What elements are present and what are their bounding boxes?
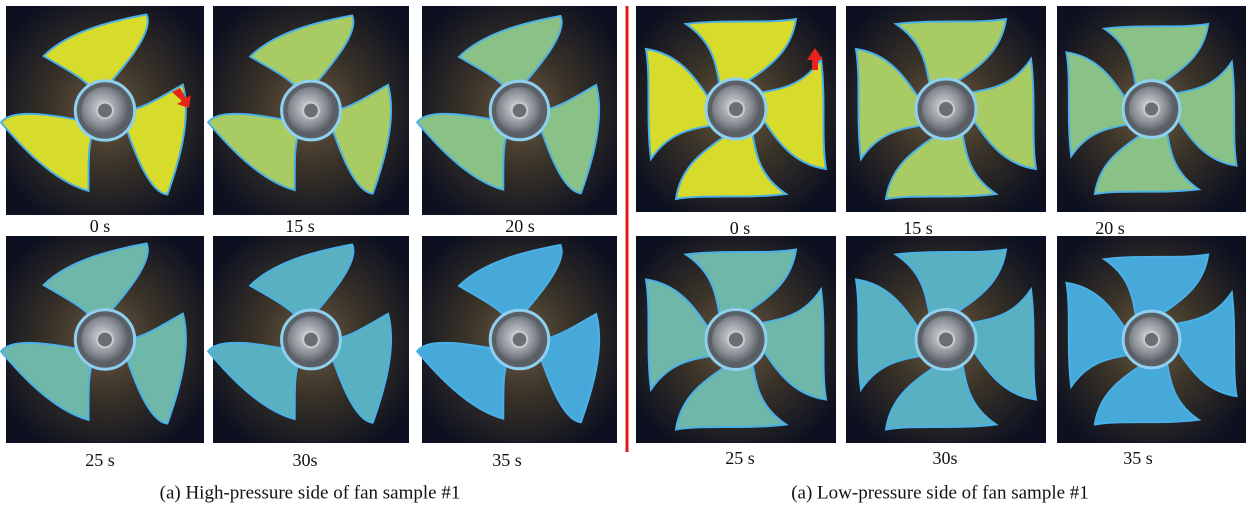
fan-photo [416,236,631,443]
time-label: 35 s [492,450,522,470]
panel-caption: (a) High-pressure side of fan sample #1 [160,482,461,503]
fan-hub-center [728,332,744,348]
fan-hub-center [303,332,319,348]
fan-photo [0,236,218,443]
time-label: 20 s [505,216,535,236]
fan-hub-center [728,101,744,117]
time-label: 30s [292,450,317,470]
fan-hub-center [938,332,954,348]
time-label: 20 s [1095,218,1125,238]
fan-photo [846,6,1046,212]
fan-photo [0,6,218,215]
fan-photo [636,6,836,212]
fan-photo [207,236,423,443]
fan-hub-center [512,332,528,348]
time-label: 30s [932,448,957,468]
fan-photo [1057,6,1246,212]
fan-hub-center [303,103,319,119]
time-label: 25 s [725,448,755,468]
fan-hub-center [512,103,528,119]
time-label: 0 s [730,218,751,238]
fan-hub-center [97,332,113,348]
time-label: 0 s [90,216,111,236]
fan-photo [846,236,1046,443]
fan-photo [1057,236,1246,443]
time-label: 15 s [903,218,933,238]
panel-caption: (a) Low-pressure side of fan sample #1 [791,482,1089,503]
figure: 0 s 15 s 20 s 25 s 30s 35 s (a) High-pressure … [0,0,1250,507]
fan-hub-center [1144,332,1159,347]
fan-photo [207,6,423,215]
time-label: 15 s [285,216,315,236]
time-label: 35 s [1123,448,1153,468]
fan-hub-center [1144,101,1159,116]
page: 0 s 15 s 20 s 25 s 30s 35 s (a) High-pressure … [0,0,1250,507]
fan-hub-center [97,103,113,119]
fan-hub-center [938,101,954,117]
fan-photo [416,6,631,215]
fan-photo [636,236,836,443]
time-label: 25 s [85,450,115,470]
